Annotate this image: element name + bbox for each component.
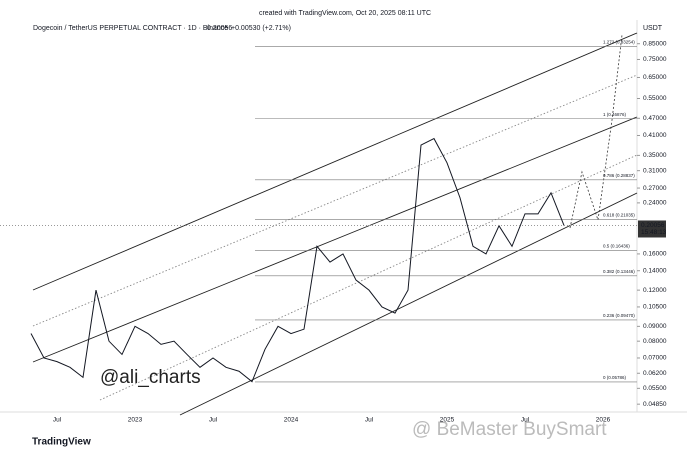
y-tick-label: 0.06200 (643, 370, 667, 377)
y-tick-label: 0.04850 (643, 401, 667, 408)
fib-label: 0 (0.05786) (603, 375, 627, 380)
y-tick-label: 0.12000 (643, 287, 667, 294)
y-tick-label: 0.16000 (643, 251, 667, 258)
symbol: Dogecoin / TetherUS PERPETUAL CONTRACT ·… (33, 25, 228, 32)
fib-label: 0.382 (0.13446) (603, 269, 635, 274)
y-tick-label: 0.09000 (643, 323, 667, 330)
y-tick-label: 0.85000 (643, 40, 667, 47)
x-tick-label: 2025 (440, 417, 455, 424)
y-tick-label: 0.41000 (643, 132, 667, 139)
countdown: 15:48:13 (641, 229, 667, 236)
x-tick-label: Jul (53, 417, 62, 424)
y-tick-label: 0.14000 (643, 267, 667, 274)
last-price-label: 0.20056 (641, 222, 665, 229)
brand: TradingView (32, 437, 91, 448)
channel (32, 32, 638, 416)
fib-label: 0.618 (0.21035) (603, 213, 635, 218)
last-price-box (638, 220, 666, 238)
created-note: created with TradingView.com, Oct 20, 20… (259, 10, 431, 17)
y-tick-label: 0.24000 (643, 200, 667, 207)
x-tick-label: Jul (365, 417, 374, 424)
y-tick-label: 0.65000 (643, 74, 667, 81)
x-tick-label: 2026 (596, 417, 611, 424)
fib-label: 1 (0.46876) (603, 112, 627, 117)
y-tick-label: 0.05500 (643, 385, 667, 392)
author-watermark: @ali_charts (100, 367, 201, 388)
currency: USDT (643, 25, 663, 32)
source-watermark: @ BeMaster BuySmart (412, 419, 607, 440)
x-tick-label: 2024 (284, 417, 299, 424)
projection (569, 34, 623, 229)
fib-label: 0.5 (0.16436) (603, 244, 630, 249)
y-tick-label: 0.35000 (643, 152, 667, 159)
y-tick-label: 0.07000 (643, 355, 667, 362)
change: +0.00530 (+2.71%) (231, 25, 291, 32)
x-tick-label: 2023 (128, 417, 143, 424)
x-tick-label: Jul (521, 417, 530, 424)
y-tick-label: 0.47000 (643, 115, 667, 122)
y-tick-label: 0.10500 (643, 304, 667, 311)
fib-label: 0.236 (0.09470) (603, 313, 635, 318)
last: 0.20056 (207, 25, 232, 32)
x-tick-label: Jul (209, 417, 218, 424)
y-tick-label: 0.27000 (643, 185, 667, 192)
y-tick-label: 0.55000 (643, 95, 667, 102)
price-line (30, 137, 565, 383)
fib-label: 0.786 (0.28837) (603, 173, 635, 178)
y-tick-label: 0.75000 (643, 56, 667, 63)
fib-label: 1.272 (0.83254) (603, 40, 635, 45)
y-tick-label: 0.08000 (643, 338, 667, 345)
y-tick-label: 0.31000 (643, 167, 667, 174)
